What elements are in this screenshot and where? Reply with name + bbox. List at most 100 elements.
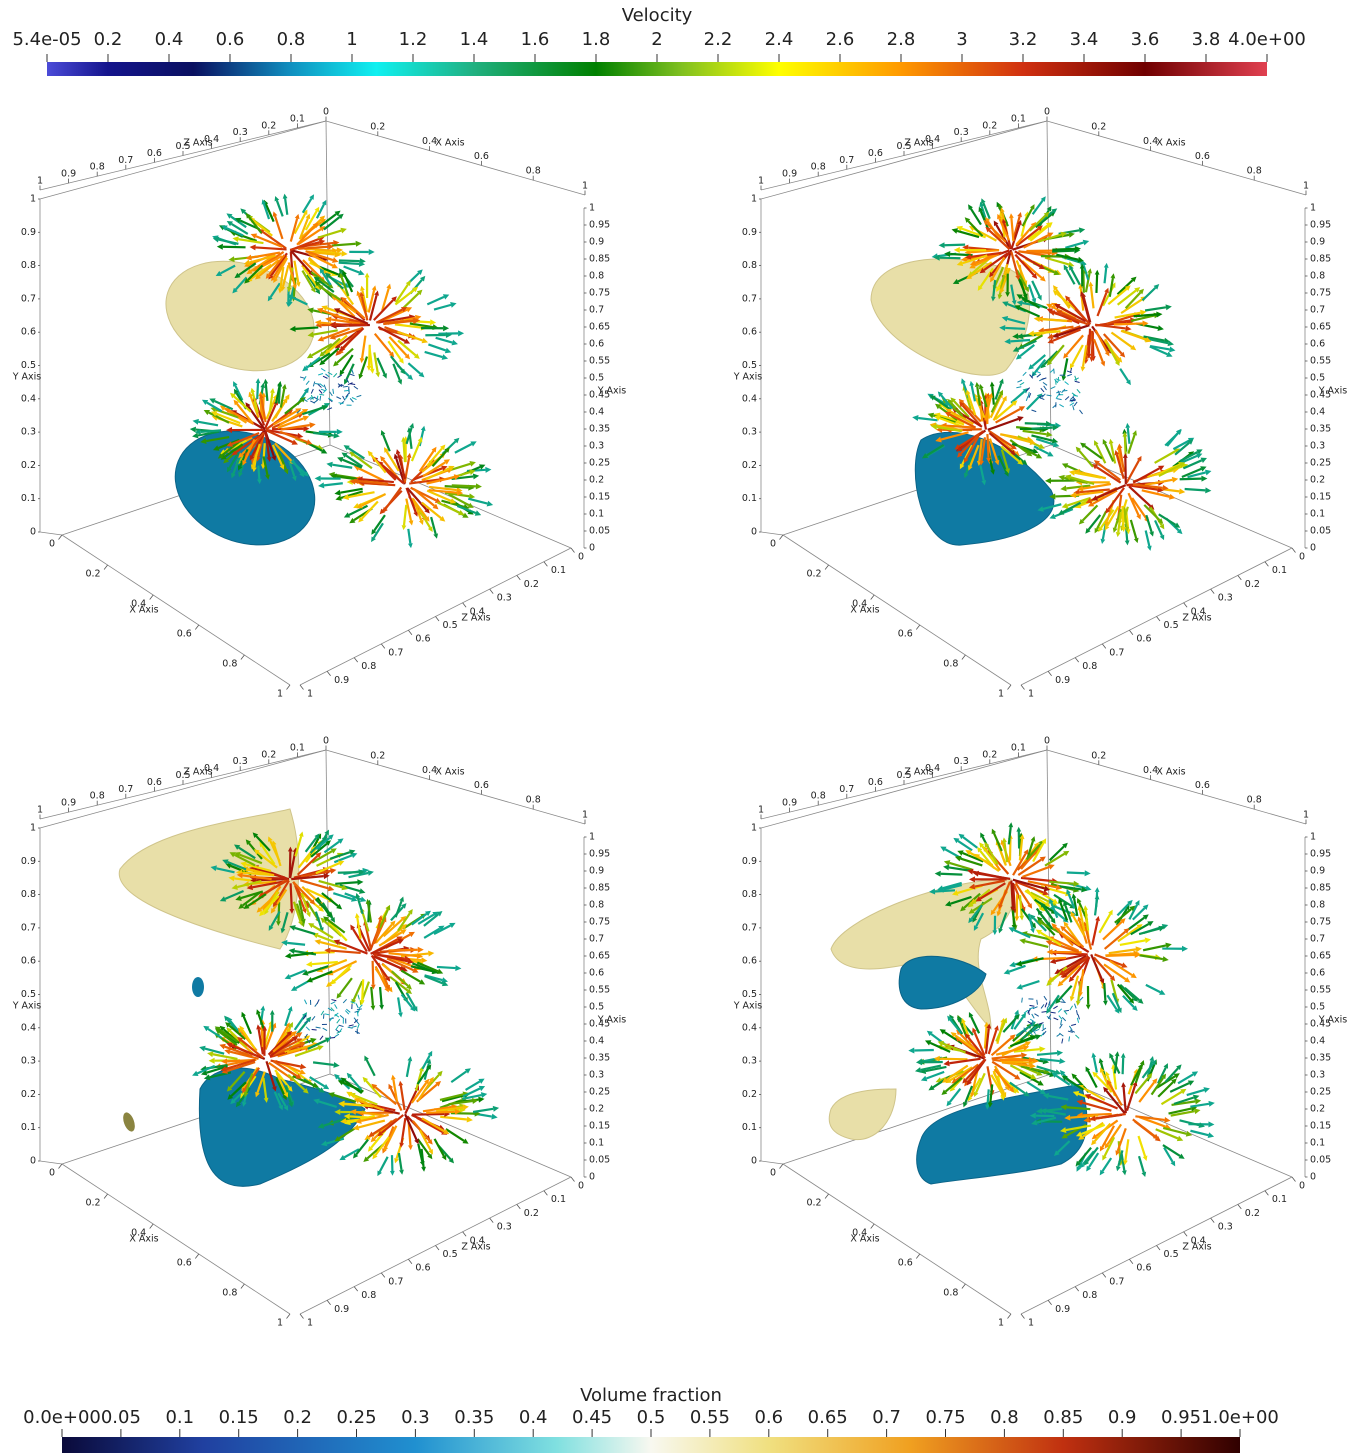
velocity-glyph	[295, 928, 315, 934]
axis-tick	[1008, 1314, 1012, 1319]
velocity-colorbar	[47, 62, 1267, 76]
axis-tick-label: 0.1	[21, 1122, 36, 1133]
velocity-glyph	[344, 390, 349, 391]
axis-tick	[1129, 630, 1133, 635]
velocity-glyph	[1054, 895, 1071, 906]
velocity-glyph	[1114, 323, 1143, 324]
axis-tick	[436, 1246, 440, 1251]
axis-tick	[1129, 1259, 1133, 1264]
velocity-glyph	[1069, 1026, 1072, 1030]
axis-tick-label: 0.3	[1218, 1222, 1233, 1233]
velocity-glyph-head	[1123, 453, 1128, 458]
velocity-glyph-head	[1116, 532, 1121, 537]
velocity-glyph	[1041, 388, 1044, 392]
velocity-glyph	[362, 979, 363, 1000]
axis-tick-label: 0.5	[21, 989, 36, 1000]
axis-tick	[962, 655, 966, 660]
velocity-glyph	[354, 386, 358, 389]
velocity-glyph	[313, 382, 314, 387]
axis-tick-label: 1	[1310, 203, 1316, 214]
velocity-glyph-head	[398, 1081, 403, 1086]
axis-tick-label: 0	[751, 527, 757, 538]
axis-tick-label: 0.9	[61, 798, 76, 809]
axis-tick-label: 0.6	[898, 629, 913, 640]
velocity-glyph-head	[371, 1006, 376, 1011]
velocity-glyph-head	[422, 338, 428, 344]
velocity-glyph	[1073, 405, 1074, 410]
axis-tick-label: 0.5	[589, 373, 604, 384]
axis-tick-label: 1	[758, 176, 764, 187]
velocity-glyph-head	[1016, 827, 1021, 832]
axis-title: Z Axis	[461, 1242, 490, 1253]
velocity-glyph-head	[1008, 822, 1013, 827]
velocity-glyph-head	[1059, 1058, 1065, 1064]
velocity-glyph-head	[1046, 431, 1052, 437]
velocity-glyph	[312, 971, 333, 979]
velocity-glyph	[1066, 335, 1083, 354]
axis-tick-label: 0.2	[589, 1104, 604, 1115]
velocity-glyph-head	[421, 426, 426, 431]
velocity-glyph-head	[391, 1075, 396, 1080]
axis-tick	[544, 562, 548, 567]
velocity-glyph	[1032, 1014, 1034, 1018]
axis-tick	[1075, 1287, 1079, 1292]
velocity-glyph	[1037, 1053, 1057, 1055]
velocity-glyph-head	[199, 1046, 205, 1052]
velocity-glyph-head	[375, 372, 380, 377]
axis-tick-label: 0.3	[742, 1056, 757, 1067]
velocity-glyph-head	[1208, 1132, 1214, 1138]
velocity-glyph-head	[469, 461, 475, 467]
axis-tick-label: 0.3	[1310, 441, 1325, 452]
axis-tick	[381, 644, 385, 649]
velocity-glyph	[1155, 451, 1176, 463]
velocity-glyph	[1037, 374, 1041, 377]
axis-tick-label: 0.3	[233, 127, 248, 138]
velocity-glyph	[1072, 976, 1078, 997]
axis-tick-label: 0.05	[1310, 1155, 1331, 1166]
axis-tick	[1157, 1246, 1161, 1251]
velocity-glyph-head	[289, 948, 295, 954]
axis-tick-label: 0.7	[118, 784, 133, 795]
axis-tick-label: 0.2	[85, 569, 100, 580]
velocity-glyph	[1110, 961, 1132, 975]
axis-tick	[300, 685, 304, 690]
velocity-glyph	[1045, 1003, 1047, 1008]
velocity-glyph	[275, 216, 282, 239]
axis-tick	[287, 685, 291, 690]
axis-tick	[195, 625, 199, 630]
velocity-glyph-head	[1081, 366, 1086, 371]
velocity-glyph	[427, 297, 444, 304]
axis-tick	[436, 617, 440, 622]
velocity-glyph-head	[367, 870, 373, 876]
velocity-glyph-head	[1111, 273, 1116, 278]
velocity-glyph	[1022, 981, 1040, 987]
axis-tick-label: 0.2	[370, 750, 385, 761]
axis-tick-label: 1	[751, 194, 757, 205]
axis-tick-label: 0.6	[589, 968, 604, 979]
axis-tick	[408, 630, 412, 635]
axis-tick-label: 1	[1303, 181, 1309, 192]
axis-tick-label: 1	[307, 1318, 313, 1329]
velocity-glyph	[343, 999, 346, 1003]
axis-tick-label: 0.4	[1310, 407, 1325, 418]
velocity-glyph	[1080, 410, 1083, 414]
axis-tick	[544, 1191, 548, 1196]
axis-line	[1047, 750, 1306, 824]
velocity-glyph-head	[1205, 470, 1211, 476]
velocity-glyph-head	[487, 501, 493, 507]
velocity-glyph	[1081, 969, 1084, 992]
velocity-glyph-head	[1068, 262, 1074, 268]
velocity-glyph	[1121, 331, 1146, 340]
axis-tick-label: 0.5	[1164, 620, 1179, 631]
velocity-glyph	[337, 1019, 340, 1023]
axis-tick-label: 1	[307, 689, 313, 700]
velocity-glyph-head	[1085, 870, 1091, 876]
axis-tick-label: 0.9	[21, 227, 36, 238]
velocity-glyph	[1011, 881, 1012, 907]
velocity-glyph	[1145, 307, 1166, 310]
velocity-glyph-head	[952, 228, 958, 234]
velocity-glyph-head	[1076, 1001, 1081, 1006]
axis-tick-label: 0.2	[261, 749, 276, 760]
axis-tick-label: 0.5	[1310, 1002, 1325, 1013]
velocity-glyph-head	[1125, 540, 1130, 545]
